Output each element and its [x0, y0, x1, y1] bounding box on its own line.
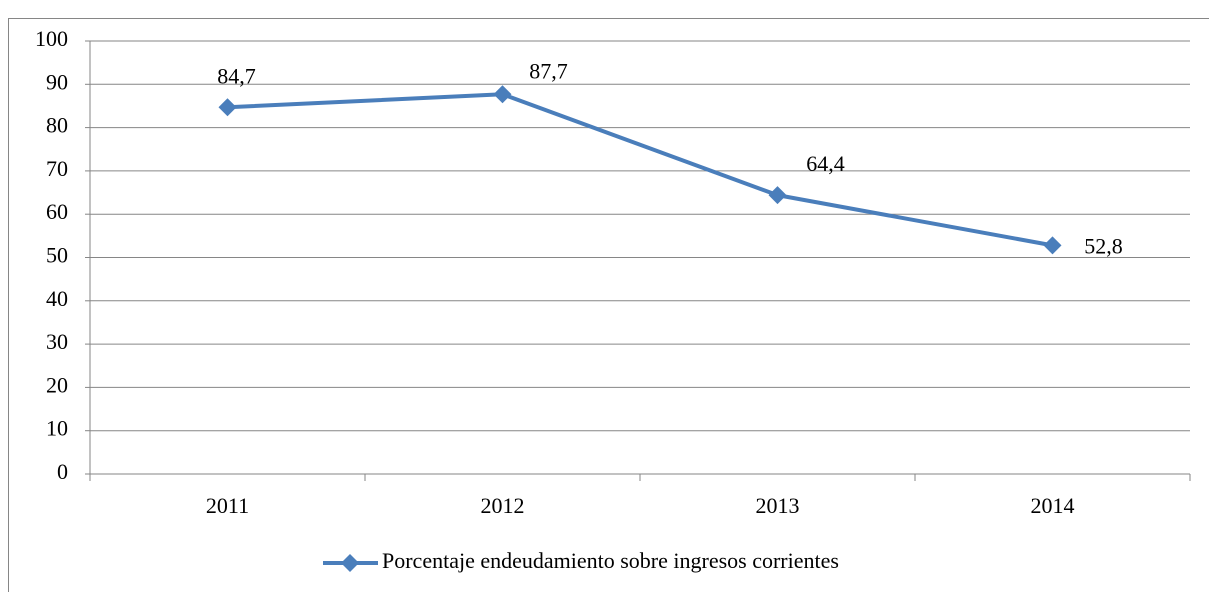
x-tick-label: 2011 — [206, 493, 249, 518]
y-tick-label: 20 — [46, 372, 68, 397]
data-label: 84,7 — [217, 63, 256, 88]
legend-marker — [341, 554, 359, 572]
y-tick-label: 0 — [57, 459, 68, 484]
y-tick-label: 40 — [46, 286, 68, 311]
y-tick-label: 90 — [46, 69, 68, 94]
y-tick-label: 60 — [46, 199, 68, 224]
data-point — [493, 85, 512, 104]
series-line — [227, 92, 1053, 248]
chart-frame — [8, 18, 1209, 592]
y-tick-label: 50 — [46, 243, 68, 268]
data-point — [218, 98, 237, 117]
y-tick-label: 80 — [46, 113, 68, 138]
data-label: 87,7 — [529, 58, 568, 83]
y-tick-label: 70 — [46, 156, 68, 181]
x-tick-label: 2014 — [1031, 493, 1075, 518]
y-tick-label: 10 — [46, 416, 68, 441]
data-label: 64,4 — [806, 151, 845, 176]
data-label: 52,8 — [1084, 233, 1123, 258]
legend-label: Porcentaje endeudamiento sobre ingresos … — [382, 548, 839, 573]
x-tick-label: 2013 — [756, 493, 800, 518]
x-tick-label: 2012 — [481, 493, 525, 518]
y-tick-label: 30 — [46, 329, 68, 354]
data-point — [1043, 236, 1062, 255]
data-point — [768, 186, 787, 205]
y-tick-label: 100 — [35, 26, 68, 51]
